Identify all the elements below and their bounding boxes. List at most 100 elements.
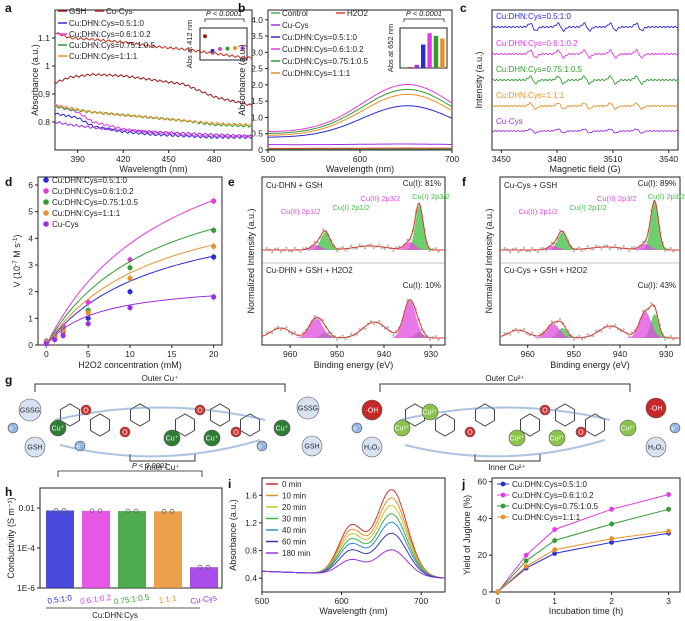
e-top-raw-point bbox=[307, 248, 311, 252]
b-series-line bbox=[267, 88, 453, 134]
e-peak-label: Cu(I) 2p1/2 bbox=[332, 203, 370, 212]
e-xtick-label: 930 bbox=[424, 349, 438, 359]
d-ylabel-part: M s bbox=[12, 243, 22, 260]
e-top-raw-point bbox=[279, 250, 282, 254]
e-frame bbox=[261, 176, 446, 346]
panel-label-h: h bbox=[5, 485, 12, 499]
j-data-point bbox=[523, 552, 529, 558]
a-inset-point bbox=[218, 47, 222, 52]
j-legend-marker bbox=[500, 492, 506, 498]
f-bottom-raw-point bbox=[622, 328, 625, 331]
h-bar bbox=[118, 511, 146, 588]
h-ytick-label: 0.01 bbox=[18, 503, 35, 513]
b-legend-label: Cu:DHN:Cys=0.5:1:0 bbox=[282, 33, 357, 42]
d-data-point bbox=[127, 289, 133, 295]
e-top-raw-point bbox=[293, 246, 297, 250]
b-inset-bar bbox=[433, 35, 439, 68]
f-bottom-raw-point bbox=[592, 334, 595, 338]
b-inset-bracket bbox=[403, 18, 445, 22]
a-legend-label: Cu:DHN:Cys=0.5:1:0 bbox=[69, 19, 144, 28]
d-data-point bbox=[85, 310, 91, 316]
f-top-raw-point bbox=[664, 249, 667, 253]
f-top-raw-point bbox=[586, 245, 589, 248]
h-bar-point bbox=[53, 508, 59, 513]
e-bottom-raw-point bbox=[299, 336, 302, 339]
j-data-point bbox=[666, 492, 672, 497]
d-ytick-label: 6 bbox=[28, 180, 33, 190]
right-cu-node-5 bbox=[619, 419, 637, 437]
right-electron-node bbox=[351, 422, 363, 434]
left-electron-node bbox=[256, 440, 268, 452]
j-series-line bbox=[497, 532, 669, 593]
f-top-raw-point bbox=[514, 247, 517, 250]
right-h2o2-node bbox=[645, 436, 667, 458]
left-cu-node-1 bbox=[49, 419, 67, 437]
a-inset-frame bbox=[199, 27, 248, 61]
d-data-point bbox=[211, 227, 217, 233]
e-top-raw-point bbox=[378, 243, 381, 246]
i-legend-label: 40 min bbox=[282, 526, 306, 535]
panel-label-f: f bbox=[462, 175, 467, 189]
e-bottom-raw-point bbox=[369, 320, 373, 323]
right-naphthalene-ring bbox=[435, 413, 455, 437]
left-outer-bracket bbox=[34, 383, 286, 392]
f-bottom-raw-point bbox=[608, 326, 612, 330]
right-outer-label: Outer Cu²⁺ bbox=[485, 374, 524, 383]
f-bottom-raw-point bbox=[628, 335, 631, 338]
f-top-raw-point bbox=[539, 247, 542, 250]
b-legend-label: Cu:DHN:Cys=0.6:1:0.2 bbox=[282, 45, 364, 54]
j-xlabel: Incubation time (h) bbox=[549, 606, 624, 616]
left-gssg-node bbox=[18, 398, 42, 422]
e-bottom-raw-point bbox=[293, 330, 297, 334]
d-data-point bbox=[52, 337, 58, 343]
i-legend-label: 0 min bbox=[282, 480, 302, 489]
left-hydroxyl-node-text: ·OH bbox=[366, 408, 379, 415]
e-ylabel: Normalized Intensity (a.u.) bbox=[246, 208, 256, 313]
left-h2o2-node bbox=[361, 436, 383, 458]
e-top-raw-point bbox=[434, 246, 437, 250]
e-top-title: Cu-DHN + GSH bbox=[266, 181, 323, 190]
e-top-raw-point bbox=[265, 246, 268, 250]
f-bottom-raw-point bbox=[594, 329, 598, 333]
a-frame bbox=[54, 9, 253, 151]
i-ytick-label: 0.8 bbox=[245, 546, 257, 556]
j-legend-label: Cu:DHN:Cys=0.5:1:0 bbox=[512, 480, 587, 489]
d-legend-label: Cu:DHN:Cys=1:1:1 bbox=[52, 209, 121, 218]
b-inset-ylabel: Abs at 652 nm bbox=[386, 24, 395, 72]
e-top-component-fill bbox=[262, 205, 445, 250]
f-top-raw-point bbox=[669, 246, 672, 250]
left-outer-label: Outer Cu⁺ bbox=[142, 374, 179, 383]
left-hydroxyl-node bbox=[361, 399, 383, 421]
c-trace-label: Cu:DHN:Cys=1:1:1 bbox=[496, 91, 565, 100]
j-data-point bbox=[609, 539, 615, 545]
right-hydroxyl-node-text: ·OH bbox=[650, 406, 663, 413]
b-legend-label: Cu-Cys bbox=[282, 21, 309, 30]
a-inset-point bbox=[225, 46, 230, 51]
c-trace bbox=[492, 22, 679, 32]
j-ytick-label: 0 bbox=[482, 587, 487, 597]
right-oxygen-node bbox=[539, 404, 551, 416]
i-ytick-label: 1.6 bbox=[245, 490, 257, 500]
left-electron-node-text: e⁻ bbox=[9, 426, 17, 433]
e-top-fit-line bbox=[262, 202, 445, 251]
b-xlabel: Wavelength (nm) bbox=[326, 164, 394, 174]
e-top-raw-point bbox=[355, 247, 358, 250]
b-ytick-label: 2.0 bbox=[251, 80, 263, 90]
d-legend-label: Cu:DHN:Cys=0.75:1:0.5 bbox=[52, 198, 139, 207]
h-bar bbox=[154, 511, 182, 588]
d-ylabel-part: ) bbox=[12, 234, 22, 237]
e-top-raw-point bbox=[313, 240, 316, 244]
right-oxygen-node bbox=[575, 426, 587, 438]
right-h2o2-node-text: H₂O₂ bbox=[648, 445, 664, 452]
e-peak-label: Cu(II) 2p1/2 bbox=[281, 207, 321, 216]
panel-label-e: e bbox=[228, 175, 235, 189]
f-top-raw-point bbox=[630, 246, 634, 249]
e-top-raw-point bbox=[395, 246, 398, 249]
e-top-raw-point bbox=[400, 247, 404, 251]
h-p-bracket bbox=[57, 470, 203, 477]
panel-e: e 960 950 940 930 Binding energy (eV) Normaliz… bbox=[228, 175, 450, 370]
e-bottom-raw-point bbox=[271, 332, 274, 335]
panel-d: d 0 5 10 15 20 0 1 2 3 4 5 6 H2O2 concentration (mM) V… bbox=[5, 175, 223, 370]
